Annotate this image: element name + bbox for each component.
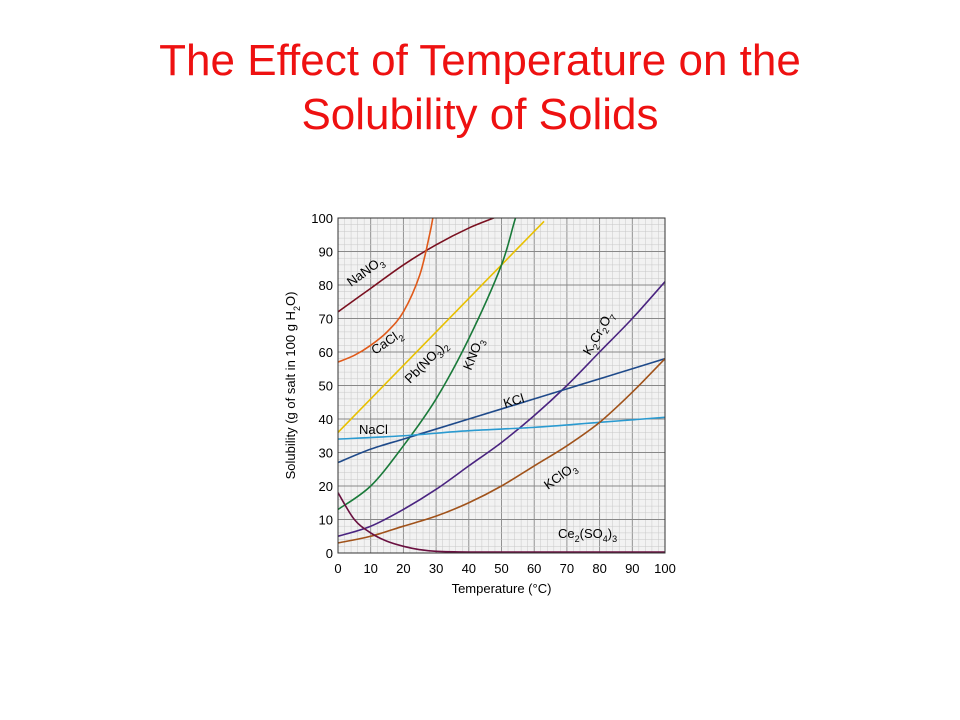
series-label-k2cr2o7: K2Cr2O7 xyxy=(580,309,619,359)
y-tick-label: 60 xyxy=(319,345,333,360)
x-tick-label: 60 xyxy=(527,561,541,576)
y-tick-label: 50 xyxy=(319,379,333,394)
series-line-cacl2 xyxy=(338,218,434,363)
x-tick-label: 0 xyxy=(334,561,341,576)
plot-frame xyxy=(337,217,666,554)
x-axis-title: Temperature (°C) xyxy=(452,581,552,596)
x-tick-label: 20 xyxy=(396,561,410,576)
series-line-pb-no3-2 xyxy=(338,220,545,433)
y-tick-label: 80 xyxy=(319,278,333,293)
series-label-ce2-so4-3: Ce2(SO4)3 xyxy=(558,526,617,544)
x-tick-label: 100 xyxy=(654,561,676,576)
y-tick-label: 100 xyxy=(311,211,333,226)
chart-frame xyxy=(337,217,666,554)
series-line-kcl xyxy=(338,357,665,464)
series-line-kclo3 xyxy=(338,358,665,544)
x-tick-label: 90 xyxy=(625,561,639,576)
series-label-nacl: NaCl xyxy=(359,422,388,437)
y-tick-label: 20 xyxy=(319,479,333,494)
x-tick-label: 80 xyxy=(592,561,606,576)
series-line-k2cr2o7 xyxy=(338,281,665,538)
series-label-kcl: KCl xyxy=(501,390,526,411)
chart-grid xyxy=(337,217,666,554)
series-line-kno3 xyxy=(338,218,517,511)
y-tick-label: 0 xyxy=(326,546,333,561)
y-tick-label: 10 xyxy=(319,513,333,528)
y-tick-label: 30 xyxy=(319,446,333,461)
x-tick-label: 40 xyxy=(462,561,476,576)
series-line-nano3 xyxy=(338,218,496,313)
series-line-ce2-so4-3 xyxy=(338,492,665,553)
chart-series xyxy=(338,218,665,553)
y-tick-label: 40 xyxy=(319,412,333,427)
y-tick-label: 70 xyxy=(319,312,333,327)
slide-title-line-1: The Effect of Temperature on the xyxy=(159,36,801,85)
y-axis-title: Solubility (g of salt in 100 g H2O) xyxy=(283,292,302,480)
x-tick-label: 70 xyxy=(560,561,574,576)
x-tick-label: 30 xyxy=(429,561,443,576)
chart-tick-labels: 0 10 20 30 40 50 60 70 80 90 100 0 10 20 30 40 50 60 70 80 9… xyxy=(311,211,676,576)
series-line-nacl xyxy=(338,416,665,440)
x-tick-label: 10 xyxy=(363,561,377,576)
y-tick-label: 90 xyxy=(319,245,333,260)
x-tick-label: 50 xyxy=(494,561,508,576)
slide-title: The Effect of Temperature on the Solubil… xyxy=(40,34,920,142)
slide-title-line-2: Solubility of Solids xyxy=(301,90,659,139)
